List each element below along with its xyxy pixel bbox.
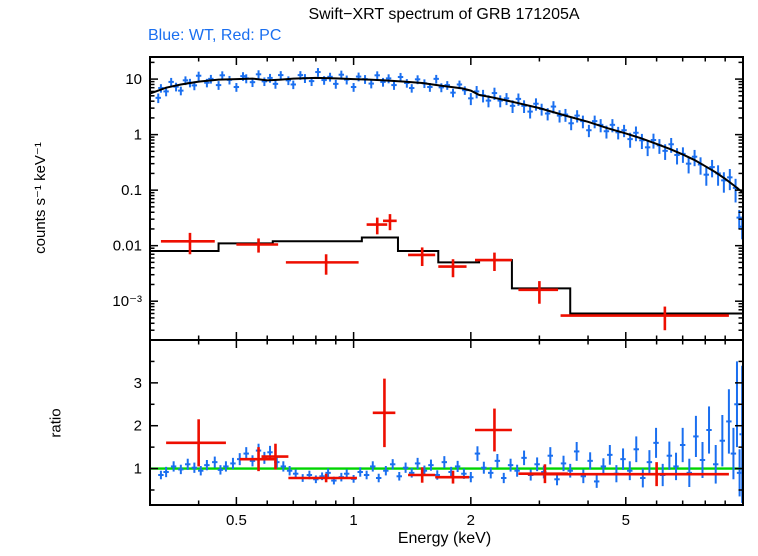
svg-text:10: 10 [125,71,142,88]
svg-text:0.01: 0.01 [113,238,142,255]
svg-text:5: 5 [622,512,630,529]
x-axis-label: Energy (keV) [397,530,492,547]
svg-text:1: 1 [134,127,142,144]
svg-text:3: 3 [134,375,142,392]
svg-text:2: 2 [467,512,475,529]
chart-legend: Blue: WT, Red: PC [148,27,282,44]
svg-text:1: 1 [134,461,142,478]
svg-text:10⁻³: 10⁻³ [112,293,142,310]
chart-title: Swift−XRT spectrum of GRB 171205A [308,6,580,23]
svg-text:1: 1 [349,512,357,529]
svg-text:0.5: 0.5 [226,512,247,529]
svg-text:2: 2 [134,418,142,435]
svg-text:0.1: 0.1 [121,182,142,199]
